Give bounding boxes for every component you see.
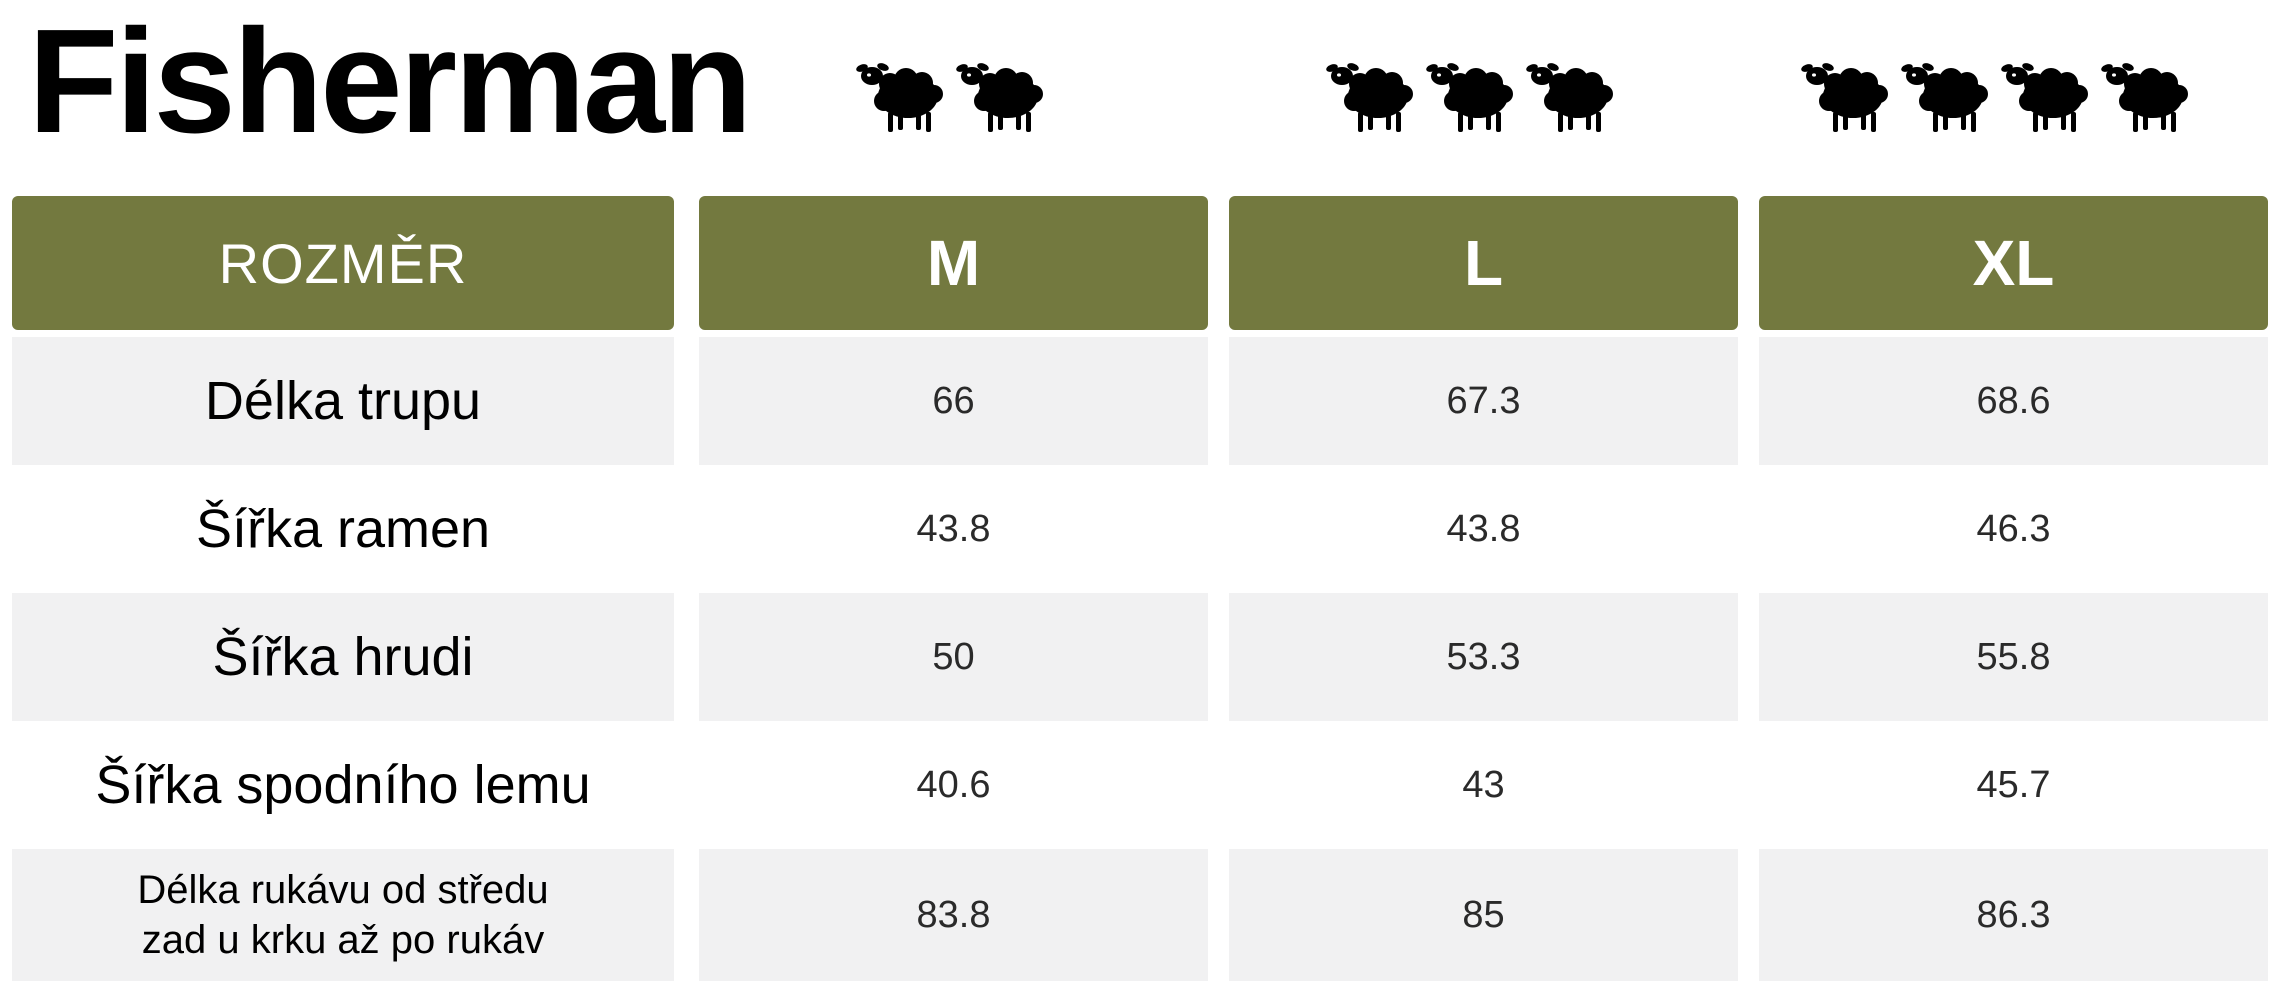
header-size-label: ROZMĚR (12, 196, 674, 330)
sheep-icon (1420, 46, 1520, 146)
table-cell: 53.3 (1229, 593, 1738, 721)
row-label-sirka-ramen: Šířka ramen (195, 499, 491, 559)
sheep-icon (1995, 46, 2095, 146)
sheep-icon (1895, 46, 1995, 146)
table-cell: 55.8 (1759, 593, 2268, 721)
table-cell: 43 (1462, 763, 1505, 806)
table-cell: 45.7 (1976, 763, 2051, 806)
header-size-l: L (1229, 196, 1738, 330)
table-cell: 86.3 (1759, 849, 2268, 981)
table-cell: 67.3 (1229, 337, 1738, 465)
sheep-icon (850, 46, 950, 146)
row-label-line-1: Délka rukávu od středu (137, 868, 549, 912)
sheep-icon (1520, 46, 1620, 146)
header-size-xl: XL (1759, 196, 2268, 330)
table-cell: 85 (1229, 849, 1738, 981)
sheep-icon (2095, 46, 2195, 146)
table-cell: 66 (699, 337, 1208, 465)
row-label-delka-trupu: Délka trupu (12, 337, 674, 465)
table-cell: 43.8 (916, 507, 991, 550)
sheep-group-m (850, 46, 1050, 146)
sheep-icon (1795, 46, 1895, 146)
row-label-delka-rukavu: Délka rukávu od středu zad u krku až po … (12, 849, 674, 981)
sheep-icon (1320, 46, 1420, 146)
table-cell: 50 (699, 593, 1208, 721)
page-title: Fisherman (28, 0, 752, 164)
table-cell: 43.8 (1446, 507, 1521, 550)
row-label-sirka-hrudi: Šířka hrudi (12, 593, 674, 721)
header-size-m: M (699, 196, 1208, 330)
row-label-line-2: zad u krku až po rukáv (141, 918, 545, 962)
sheep-icon (950, 46, 1050, 146)
table-cell: 46.3 (1976, 507, 2051, 550)
table-cell: 40.6 (916, 763, 991, 806)
table-cell: 83.8 (699, 849, 1208, 981)
sheep-group-xl (1795, 46, 2195, 146)
sheep-group-l (1320, 46, 1620, 146)
row-label-sirka-spodniho-lemu: Šířka spodního lemu (95, 755, 591, 815)
table-cell: 68.6 (1759, 337, 2268, 465)
